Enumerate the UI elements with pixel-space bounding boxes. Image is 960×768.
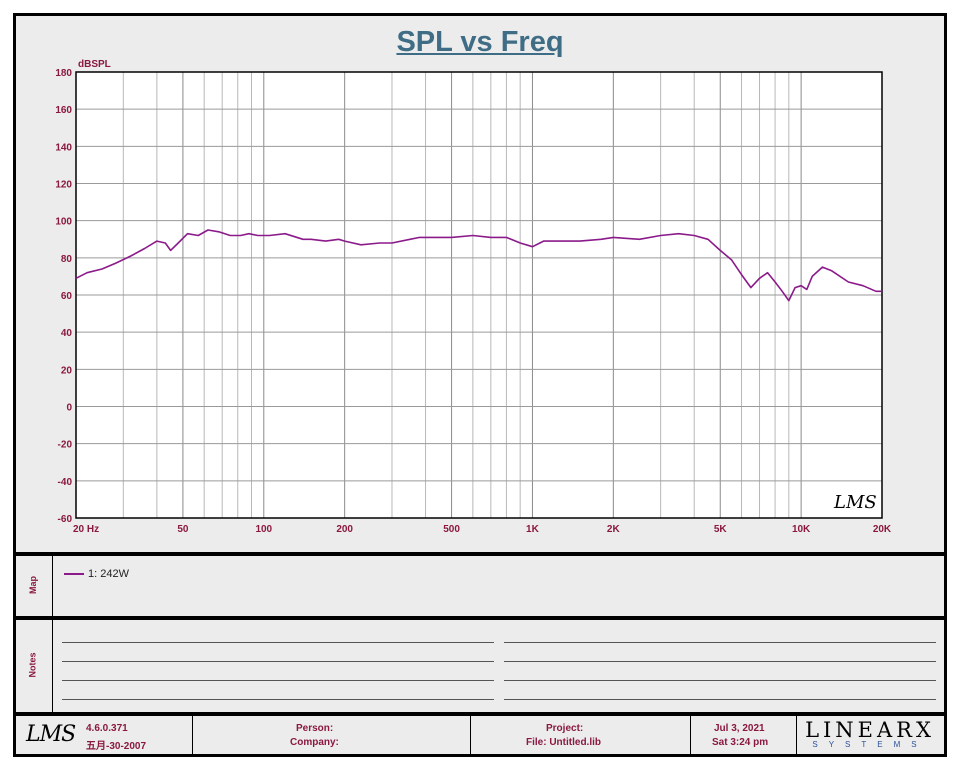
footer-divider-2 bbox=[470, 716, 471, 754]
x-tick-label: 10K bbox=[792, 524, 811, 535]
date-text: Jul 3, 2021 bbox=[714, 723, 765, 734]
x-tick-label: 20 Hz bbox=[73, 524, 99, 535]
note-line bbox=[504, 642, 936, 643]
divider-map-notes bbox=[13, 616, 947, 620]
note-line bbox=[62, 661, 494, 662]
y-tick-label: 140 bbox=[55, 142, 72, 153]
note-line bbox=[62, 699, 494, 700]
note-line bbox=[504, 680, 936, 681]
note-line bbox=[504, 661, 936, 662]
y-tick-label: 40 bbox=[61, 328, 73, 339]
y-tick-label: 160 bbox=[55, 105, 72, 116]
series-line bbox=[75, 229, 882, 302]
y-tick-label: 60 bbox=[61, 291, 73, 302]
x-tick-label: 200 bbox=[336, 524, 353, 535]
y-tick-label: -20 bbox=[58, 440, 73, 451]
time-text: Sat 3:24 pm bbox=[712, 737, 769, 748]
linearx-brand: LINEARX SYSTEMS bbox=[800, 718, 940, 749]
file-label: File: Untitled.lib bbox=[526, 737, 601, 748]
plot-border bbox=[75, 71, 883, 519]
y-tick-label: 180 bbox=[55, 68, 72, 79]
x-tick-label: 5K bbox=[714, 524, 728, 535]
brand-name: LINEARX bbox=[805, 718, 935, 742]
x-tick-label: 20K bbox=[873, 524, 892, 535]
y-tick-label: 0 bbox=[66, 403, 72, 414]
build-date-text: 五月-30-2007 bbox=[86, 741, 147, 752]
divider-notes-footer bbox=[13, 712, 947, 716]
x-tick-label: 1K bbox=[526, 524, 540, 535]
person-label: Person: bbox=[296, 723, 334, 734]
y-tick-label: 120 bbox=[55, 180, 72, 191]
footer-lms-logo: LMS bbox=[26, 722, 76, 747]
footer-divider-4 bbox=[796, 716, 797, 754]
footer-divider-3 bbox=[690, 716, 691, 754]
note-line bbox=[62, 680, 494, 681]
x-tick-label: 500 bbox=[443, 524, 460, 535]
brand-subtitle: SYSTEMS bbox=[812, 740, 928, 749]
divider-plot-map bbox=[13, 552, 947, 556]
y-tick-label: 80 bbox=[61, 254, 73, 265]
x-tick-label: 2K bbox=[607, 524, 621, 535]
y-tick-label: 100 bbox=[55, 217, 72, 228]
legend-swatch bbox=[64, 573, 84, 575]
y-tick-label: 20 bbox=[61, 365, 73, 376]
chart-title: SPL vs Freq bbox=[396, 26, 564, 58]
x-tick-label: 50 bbox=[177, 524, 189, 535]
legend-label: 1: 242W bbox=[88, 568, 129, 580]
version-text: 4.6.0.371 bbox=[86, 723, 128, 734]
map-label: Map bbox=[28, 576, 38, 594]
legend-entry: 1: 242W bbox=[64, 568, 129, 580]
notes-label: Notes bbox=[27, 652, 38, 678]
lms-watermark: LMS bbox=[833, 492, 877, 513]
y-axis-label: dBSPL bbox=[78, 59, 111, 70]
footer-divider-1 bbox=[192, 716, 193, 754]
y-tick-label: -40 bbox=[58, 477, 73, 488]
y-tick-label: -60 bbox=[58, 514, 73, 525]
company-label: Company: bbox=[290, 737, 339, 748]
project-label: Project: bbox=[546, 723, 584, 734]
x-tick-label: 100 bbox=[255, 524, 272, 535]
note-line bbox=[504, 699, 936, 700]
notes-panel-divider bbox=[52, 620, 53, 712]
map-panel-divider bbox=[52, 556, 53, 616]
note-line bbox=[62, 642, 494, 643]
